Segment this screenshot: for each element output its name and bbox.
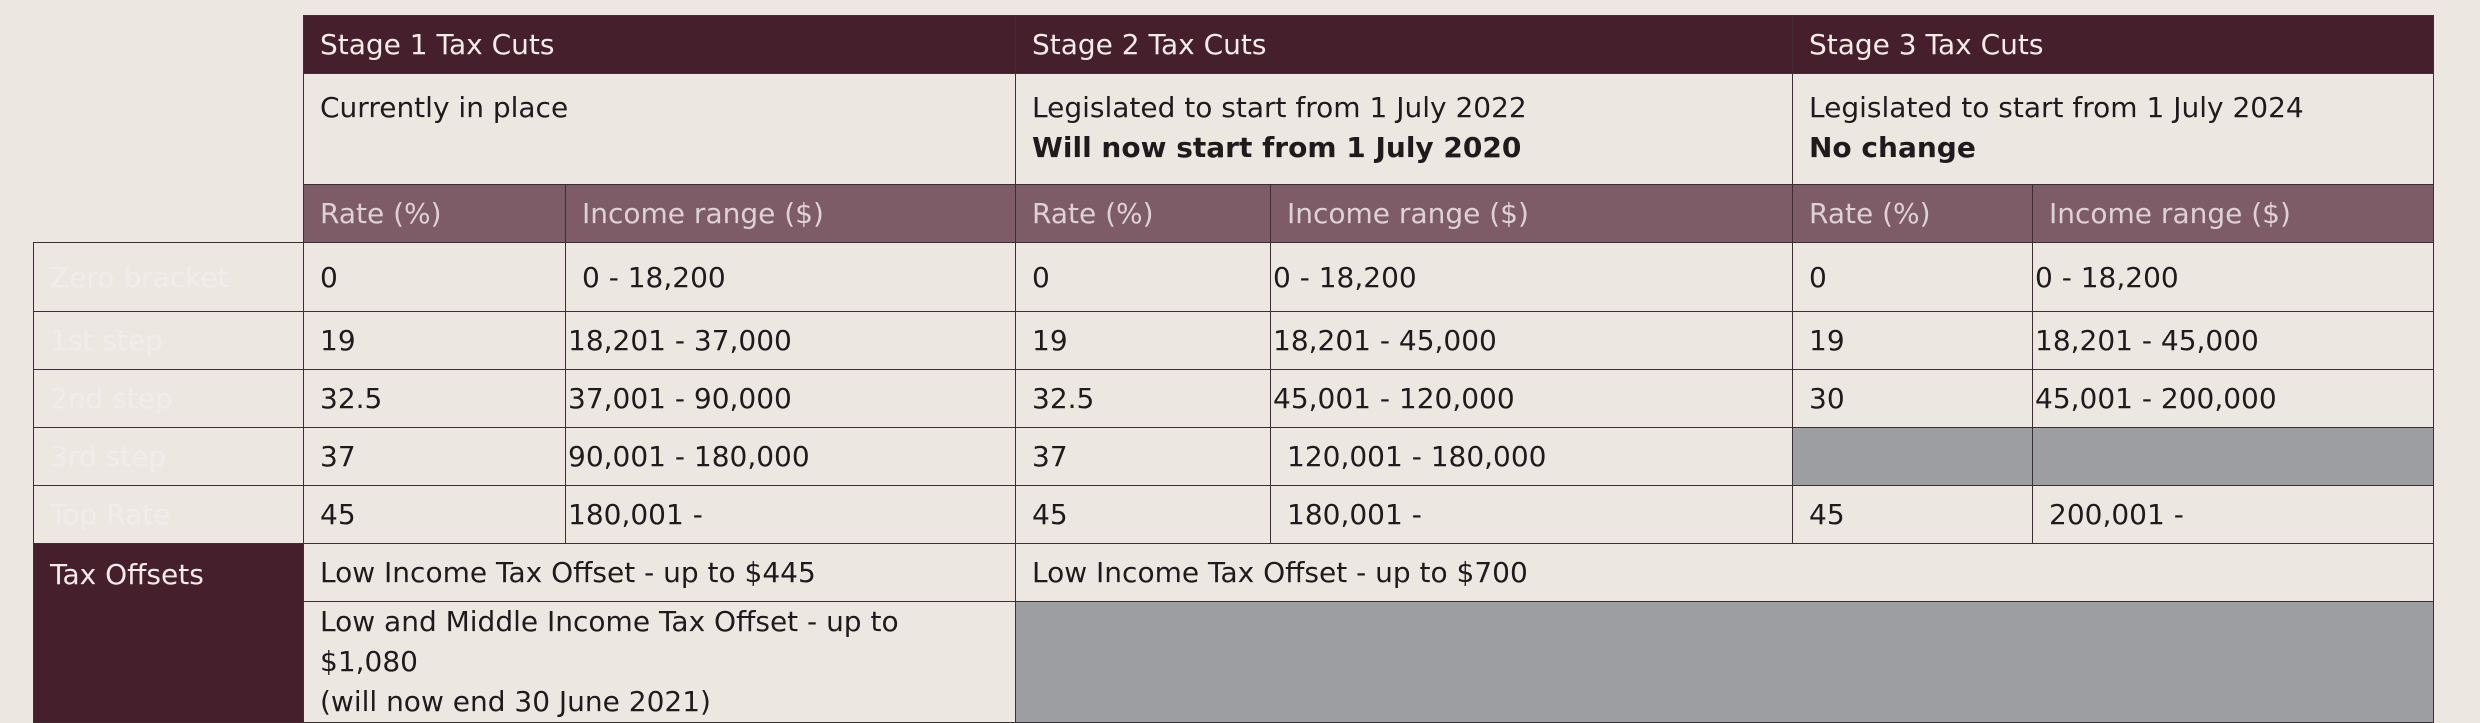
stage-3-rate: 19: [1792, 311, 2033, 370]
table-row: Zero bracket 0 0 - 18,200 0 0 - 18,200 0…: [33, 242, 2434, 312]
stage-1-description: Currently in place: [303, 73, 1016, 185]
stage-1-rate: 32.5: [303, 369, 566, 428]
stage-2-change: Will now start from 1 July 2020: [1032, 131, 1522, 164]
lmito-amount: Low and Middle Income Tax Offset - up to…: [320, 605, 899, 678]
stage-3-title: Stage 3 Tax Cuts: [1792, 15, 2434, 74]
stage-3-income: 200,001 -: [2032, 485, 2434, 544]
stage-1-income-header: Income range ($): [565, 184, 1016, 243]
stage-1-income: 37,001 - 90,000: [565, 369, 1016, 428]
stage-3-income-header: Income range ($): [2032, 184, 2434, 243]
stage-description-row: Currently in place Legislated to start f…: [34, 73, 2434, 185]
stage-3-change: No change: [1809, 131, 1976, 164]
stage-1-rate: 37: [303, 427, 566, 486]
stage-1-lito: Low Income Tax Offset - up to $445: [303, 543, 1016, 602]
stage-2-income: 18,201 - 45,000: [1270, 311, 1793, 370]
stage-2-income: 120,001 - 180,000: [1270, 427, 1793, 486]
corner-blank: [34, 16, 304, 243]
stage-3-rate: 45: [1792, 485, 2033, 544]
stage-2-rate: 45: [1015, 485, 1271, 544]
column-header-row: Rate (%) Income range ($) Rate (%) Incom…: [34, 184, 2434, 243]
stage-3-income-empty: [2032, 427, 2434, 486]
table-row: 1st step 19 18,201 - 37,000 19 18,201 - …: [33, 311, 2434, 370]
stage-2-rate: 32.5: [1015, 369, 1271, 428]
stage-3-income: 45,001 - 200,000: [2032, 369, 2434, 428]
stage-2-rate: 37: [1015, 427, 1271, 486]
lmito-row: Low and Middle Income Tax Offset - up to…: [34, 601, 2434, 723]
stage-1-rate: 0: [303, 242, 566, 312]
stage-1-status: Currently in place: [320, 91, 569, 124]
stage-2-status: Legislated to start from 1 July 2022: [1032, 91, 1527, 124]
row-label-tax-offsets: Tax Offsets: [33, 543, 304, 723]
stage-1-title: Stage 1 Tax Cuts: [303, 15, 1016, 74]
table-row: 2nd step 32.5 37,001 - 90,000 32.5 45,00…: [33, 369, 2434, 428]
table-row: Top Rate 45 180,001 - 45 180,001 - 45 20…: [33, 485, 2434, 544]
stage-1-income: 90,001 - 180,000: [565, 427, 1016, 486]
row-label-3rd-step: 3rd step: [33, 427, 304, 486]
stage-2-description: Legislated to start from 1 July 2022 Wil…: [1015, 73, 1793, 185]
stage-1-income: 180,001 -: [565, 485, 1016, 544]
stage-2-rate-header: Rate (%): [1015, 184, 1271, 243]
stage-3-status: Legislated to start from 1 July 2024: [1809, 91, 2304, 124]
stage-3-rate: 30: [1792, 369, 2033, 428]
stage-1-lmito: Low and Middle Income Tax Offset - up to…: [303, 601, 1016, 723]
stage-3-rate: 0: [1792, 242, 2033, 312]
stage-3-rate-header: Rate (%): [1792, 184, 2033, 243]
stage-2-title: Stage 2 Tax Cuts: [1015, 15, 1793, 74]
stage-3-income: 0 - 18,200: [2032, 242, 2434, 312]
stage-header-row: Stage 1 Tax Cuts Stage 2 Tax Cuts Stage …: [34, 15, 2434, 74]
row-label-zero-bracket: Zero bracket: [33, 242, 304, 312]
row-label-top-rate: Top Rate: [33, 485, 304, 544]
stage-1-rate: 45: [303, 485, 566, 544]
stage-3-income: 18,201 - 45,000: [2032, 311, 2434, 370]
stage-1-income: 0 - 18,200: [565, 242, 1016, 312]
tax-cuts-table: Stage 1 Tax Cuts Stage 2 Tax Cuts Stage …: [33, 15, 2434, 723]
tax-cuts-table-wrapper: Stage 1 Tax Cuts Stage 2 Tax Cuts Stage …: [33, 15, 2434, 723]
stage-1-rate-header: Rate (%): [303, 184, 566, 243]
stage-2-income: 180,001 -: [1270, 485, 1793, 544]
lmito-end-note: (will now end 30 June 2021): [320, 685, 711, 718]
stage-2-rate: 19: [1015, 311, 1271, 370]
row-label-1st-step: 1st step: [33, 311, 304, 370]
stage-2-3-lmito-empty: [1015, 601, 2434, 723]
table-row: 3rd step 37 90,001 - 180,000 37 120,001 …: [33, 427, 2434, 486]
row-label-2nd-step: 2nd step: [33, 369, 304, 428]
stage-2-income: 45,001 - 120,000: [1270, 369, 1793, 428]
stage-1-income: 18,201 - 37,000: [565, 311, 1016, 370]
tax-offsets-row: Tax Offsets Low Income Tax Offset - up t…: [33, 543, 2434, 723]
stage-2-income: 0 - 18,200: [1270, 242, 1793, 312]
stage-1-rate: 19: [303, 311, 566, 370]
stage-3-rate-empty: [1792, 427, 2033, 486]
stage-3-description: Legislated to start from 1 July 2024 No …: [1792, 73, 2434, 185]
stage-2-income-header: Income range ($): [1270, 184, 1793, 243]
stage-2-3-lito: Low Income Tax Offset - up to $700: [1015, 543, 2434, 602]
stage-2-rate: 0: [1015, 242, 1271, 312]
